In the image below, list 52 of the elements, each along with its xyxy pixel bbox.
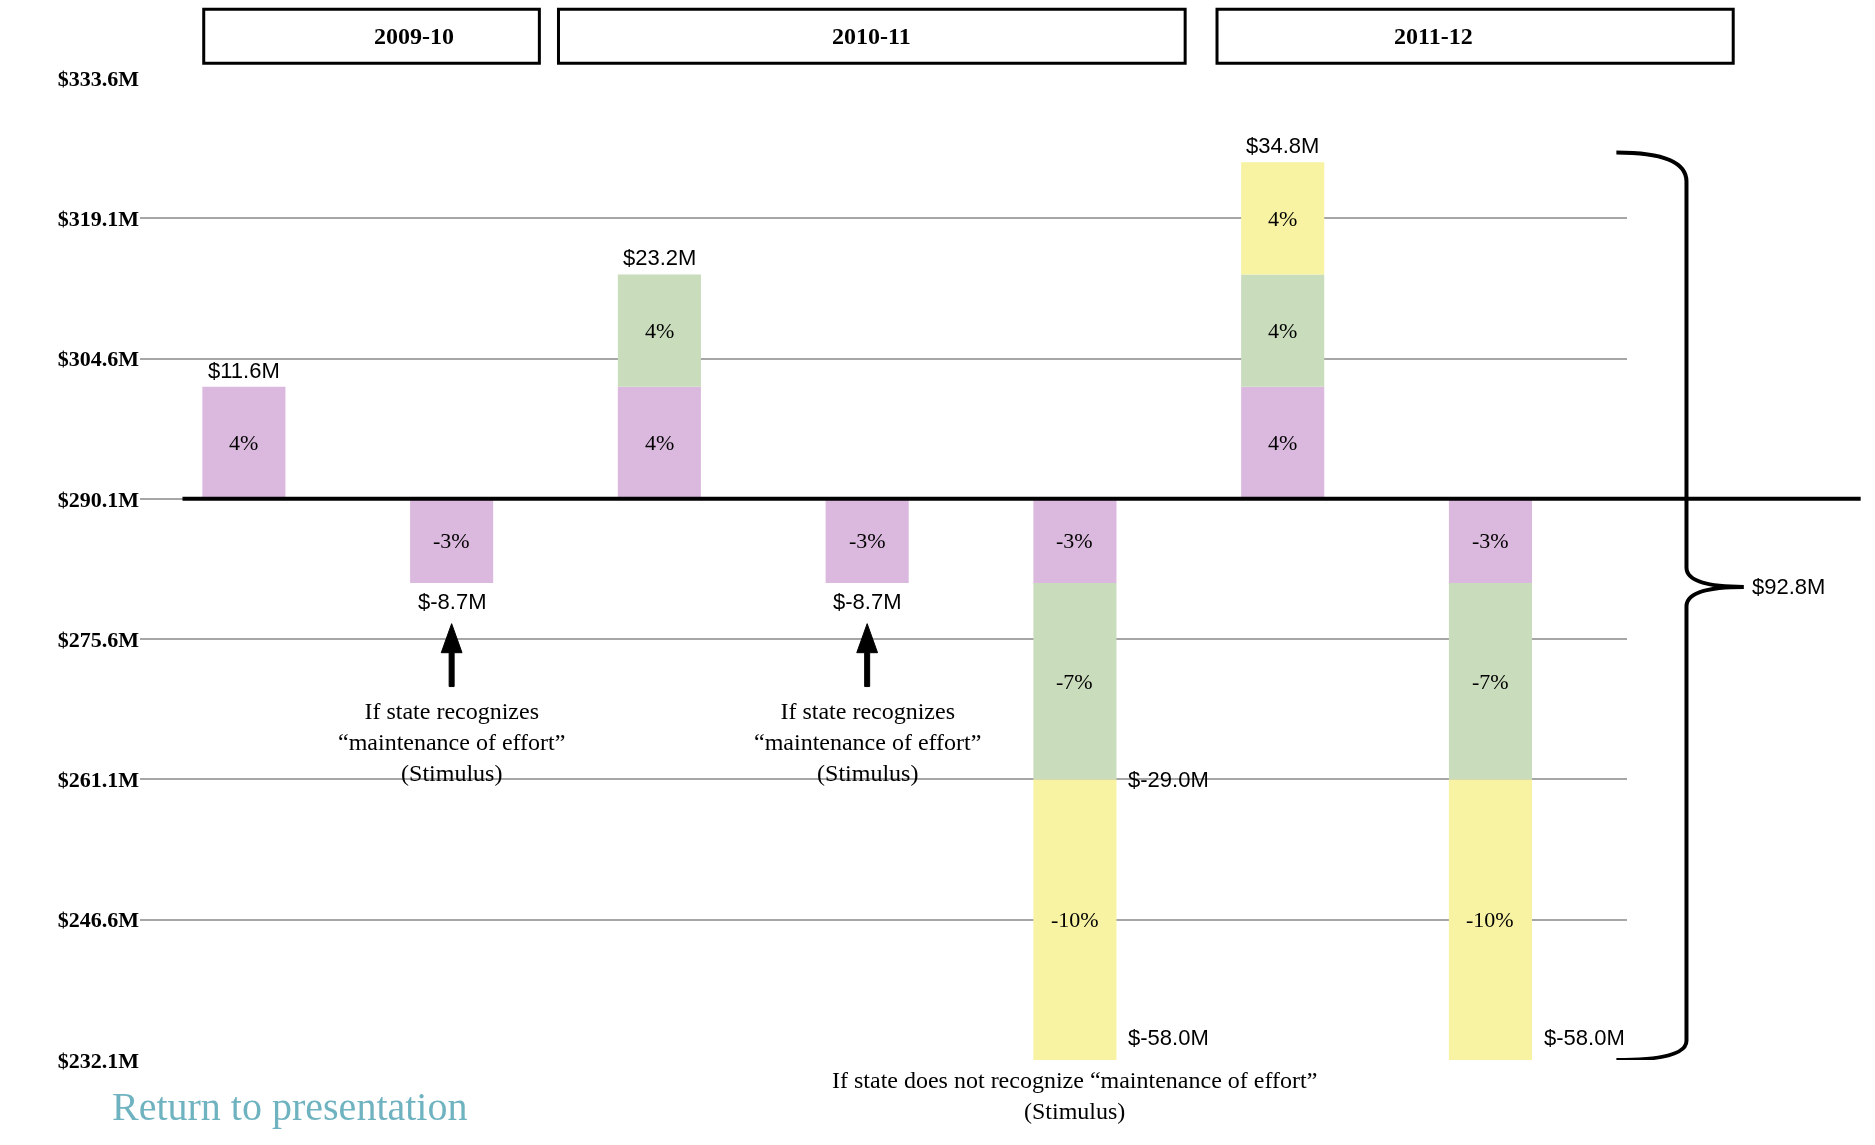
annotation: $23.2M [623, 245, 697, 270]
bar [617, 386, 701, 499]
text: $92.8M [1752, 574, 1826, 599]
annotation: -7% [1472, 669, 1509, 694]
bar [202, 386, 286, 499]
annotation: $-58.0M [1544, 1025, 1625, 1050]
bar [410, 498, 494, 584]
annotation: -10% [1051, 907, 1099, 932]
bar [1033, 498, 1117, 584]
bar [1448, 779, 1532, 1060]
y-tick-label: $319.1M [57, 205, 140, 231]
bar [1241, 162, 1325, 275]
bar [1448, 583, 1532, 780]
annotation: 4% [1268, 430, 1298, 455]
text: 2010-11 [832, 23, 911, 49]
annotation: $-8.7M [418, 589, 487, 614]
annotation: $-8.7M [833, 589, 902, 614]
bar [1241, 386, 1325, 499]
annotation: -3% [849, 528, 886, 553]
y-tick-label: $290.1M [57, 486, 140, 512]
text: 2011-12 [1394, 23, 1473, 49]
annotation: 4% [229, 430, 259, 455]
annotation: $11.6M [208, 358, 280, 383]
bar [1033, 779, 1117, 1060]
annotation: -7% [1056, 669, 1093, 694]
text: 2009-10 [374, 23, 454, 49]
annotation: If state recognizes “maintenance of effort” (Stimulus) [754, 698, 982, 787]
y-tick-label: $333.6M [57, 65, 140, 91]
bar [825, 498, 909, 584]
bar [617, 274, 701, 387]
annotation: -10% [1466, 907, 1514, 932]
bar [1033, 583, 1117, 780]
y-tick-label: $261.1M [57, 767, 140, 793]
annotation: 4% [645, 318, 675, 343]
bar [1448, 498, 1532, 584]
annotation: -3% [1472, 528, 1509, 553]
annotation: -3% [1056, 528, 1093, 553]
y-tick-label: $232.1M [57, 1047, 140, 1073]
annotation: $-29.0M [1128, 767, 1209, 792]
y-tick-label: $246.6M [57, 907, 140, 933]
annotation: 4% [645, 430, 675, 455]
annotation: 4% [1268, 206, 1298, 231]
annotation: -3% [433, 528, 470, 553]
y-tick-label: $275.6M [57, 626, 140, 652]
annotation: If state recognizes “maintenance of effort” (Stimulus) [338, 698, 566, 787]
y-tick-label: $304.6M [57, 346, 140, 372]
annotation: $34.8M [1246, 133, 1320, 158]
text: Return to presentation [112, 1084, 468, 1129]
annotation: $-58.0M [1128, 1025, 1209, 1050]
bar [1241, 274, 1325, 387]
text: If state does not recognize “maintenance of effort” (Stimulus) [832, 1067, 1318, 1125]
annotation: 4% [1268, 318, 1298, 343]
